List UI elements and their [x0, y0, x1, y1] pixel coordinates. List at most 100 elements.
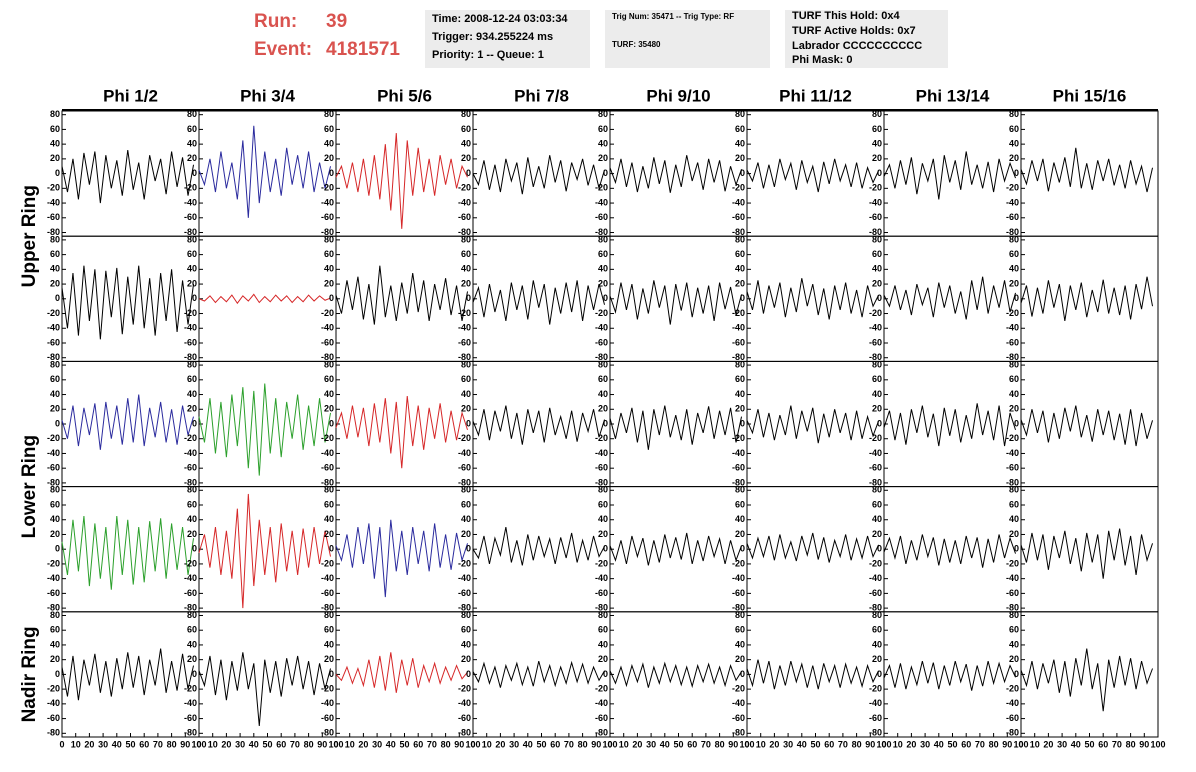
y-tick-label: 80 [735, 109, 745, 119]
y-tick-label: 40 [50, 139, 60, 149]
x-tick-label: 20 [769, 739, 779, 749]
y-tick-label: 20 [50, 278, 60, 288]
x-tick-label: 60 [824, 739, 834, 749]
y-tick-label: 20 [187, 153, 197, 163]
turf-active: TURF Active Holds: 0x7 [792, 25, 916, 37]
y-tick-label: 80 [324, 234, 334, 244]
panel-frame [472, 110, 611, 237]
x-tick-label: 100 [328, 739, 343, 749]
y-tick-label: -60 [458, 713, 471, 723]
y-tick-label: -60 [47, 212, 60, 222]
y-tick-label: 0 [192, 293, 197, 303]
x-tick-label: 40 [660, 739, 670, 749]
y-tick-label: -60 [869, 212, 882, 222]
y-tick-label: 40 [735, 264, 745, 274]
y-tick-label: 20 [598, 153, 608, 163]
y-tick-label: -80 [458, 477, 471, 487]
y-tick-label: 0 [1014, 168, 1019, 178]
panel-frame [883, 110, 1022, 237]
y-tick-label: 20 [1009, 529, 1019, 539]
y-tick-label: -60 [869, 463, 882, 473]
waveform [1020, 648, 1153, 712]
y-tick-label: 40 [872, 639, 882, 649]
x-tick-label: 90 [317, 739, 327, 749]
x-tick-label: 80 [852, 739, 862, 749]
waveform [198, 652, 332, 726]
y-tick-label: -20 [458, 558, 471, 568]
x-tick-label: 40 [1071, 739, 1081, 749]
y-tick-label: -60 [1006, 588, 1019, 598]
y-tick-label: 0 [466, 168, 471, 178]
panel-frame [472, 486, 611, 613]
waveform [198, 493, 332, 609]
y-tick-label: 20 [1009, 153, 1019, 163]
y-tick-label: -40 [184, 197, 197, 207]
y-tick-label: -40 [184, 698, 197, 708]
x-tick-label: 50 [673, 739, 683, 749]
y-tick-label: 60 [461, 374, 471, 384]
y-tick-label: 20 [50, 529, 60, 539]
waveform [1020, 276, 1154, 321]
y-tick-label: -20 [732, 433, 745, 443]
x-tick-label: 20 [632, 739, 642, 749]
y-tick-label: 60 [872, 499, 882, 509]
y-tick-label: -80 [458, 728, 471, 738]
y-tick-label: -80 [47, 477, 60, 487]
y-tick-label: 40 [735, 389, 745, 399]
x-tick-label: 0 [196, 739, 201, 749]
y-tick-label: 60 [1009, 625, 1019, 635]
y-tick-label: 20 [598, 278, 608, 288]
x-tick-label: 40 [386, 739, 396, 749]
panel-frame [609, 110, 748, 237]
x-tick-label: 80 [715, 739, 725, 749]
x-tick-label: 60 [276, 739, 286, 749]
x-tick-label: 90 [1139, 739, 1149, 749]
x-tick-label: 0 [470, 739, 475, 749]
y-tick-label: -40 [595, 448, 608, 458]
y-tick-label: -80 [184, 602, 197, 612]
y-tick-label: -40 [321, 448, 334, 458]
y-tick-label: -60 [1006, 212, 1019, 222]
y-tick-label: 80 [461, 610, 471, 620]
y-tick-label: -20 [869, 308, 882, 318]
column-label: Phi 13/14 [916, 86, 990, 105]
y-tick-label: 40 [324, 264, 334, 274]
waveform [1020, 147, 1154, 193]
y-tick-label: 60 [324, 124, 334, 134]
waveform [61, 648, 195, 701]
y-tick-label: 40 [872, 389, 882, 399]
waveform [61, 149, 195, 204]
y-tick-label: -80 [321, 477, 334, 487]
x-tick-label: 50 [399, 739, 409, 749]
y-tick-label: -40 [458, 698, 471, 708]
x-tick-label: 10 [1030, 739, 1040, 749]
x-tick-label: 0 [1018, 739, 1023, 749]
y-tick-label: 0 [192, 669, 197, 679]
y-tick-label: -20 [732, 684, 745, 694]
y-tick-label: 80 [735, 359, 745, 369]
y-tick-label: 80 [872, 610, 882, 620]
y-tick-label: -40 [869, 197, 882, 207]
y-tick-label: -60 [595, 337, 608, 347]
y-tick-label: 20 [1009, 654, 1019, 664]
y-tick-label: 0 [55, 544, 60, 554]
row-label: Nadir Ring [19, 626, 40, 722]
y-tick-label: 80 [735, 234, 745, 244]
y-tick-label: 40 [461, 264, 471, 274]
y-tick-label: -80 [869, 352, 882, 362]
y-tick-label: 20 [461, 404, 471, 414]
y-tick-label: 0 [466, 669, 471, 679]
y-tick-label: 80 [872, 109, 882, 119]
y-tick-label: 20 [872, 278, 882, 288]
y-tick-label: -80 [732, 602, 745, 612]
y-tick-label: 20 [324, 404, 334, 414]
y-tick-label: 80 [50, 485, 60, 495]
trig-num: Trig Num: 35471 -- Trig Type: RF [612, 12, 734, 21]
x-tick-label: 90 [180, 739, 190, 749]
x-tick-label: 100 [876, 739, 891, 749]
y-tick-label: -20 [321, 433, 334, 443]
y-tick-label: -20 [595, 433, 608, 443]
y-tick-label: 60 [598, 374, 608, 384]
x-tick-label: 100 [1150, 739, 1165, 749]
